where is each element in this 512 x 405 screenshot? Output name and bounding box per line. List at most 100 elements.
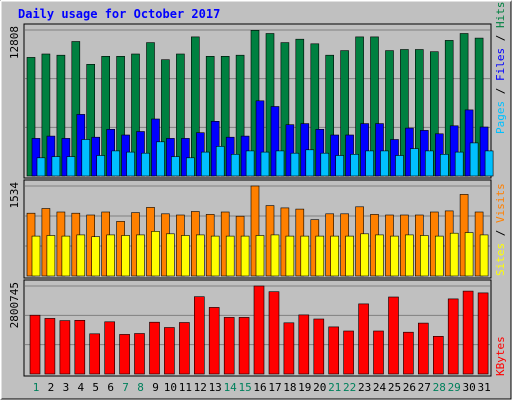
bar-pages-day-12: [201, 151, 210, 177]
bar-hits-day-22: [340, 50, 349, 177]
x-tick-label: 20: [313, 381, 326, 394]
bar-hits-day-23: [355, 36, 364, 177]
bar-hits-day-24: [370, 36, 379, 177]
bar-hits-day-18: [280, 42, 290, 177]
legend-separator: /: [494, 28, 507, 48]
bar-kbytes-day-6: [104, 321, 115, 375]
x-tick-label: 22: [343, 381, 356, 394]
bar-files-day-23: [360, 123, 369, 177]
x-tick-label: 30: [462, 381, 475, 394]
bar-kbytes-day-8: [134, 333, 145, 375]
x-tick-label: 10: [164, 381, 177, 394]
bar-pages-day-17: [275, 150, 285, 177]
chart-title: Daily usage for October 2017: [18, 7, 220, 21]
bar-sites-day-2: [46, 235, 56, 277]
bar-kbytes-day-17: [268, 291, 280, 375]
bar-hits-day-27: [414, 49, 424, 177]
bar-hits-day-13: [205, 55, 215, 177]
bar-files-day-17: [270, 106, 280, 177]
bar-pages-day-28: [439, 154, 449, 177]
x-tick-label: 15: [238, 381, 251, 394]
bar-hits-day-2: [41, 53, 51, 177]
bar-pages-day-16: [260, 151, 270, 177]
legend-visits: Visits: [494, 183, 507, 223]
bar-files-day-1: [31, 138, 41, 177]
bar-sites-day-21: [330, 235, 340, 277]
bar-sites-day-7: [121, 235, 130, 277]
bar-sites-day-14: [225, 235, 235, 277]
x-tick-label: 6: [107, 381, 114, 394]
bar-pages-day-29: [454, 151, 464, 177]
x-tick-label: 4: [77, 381, 84, 394]
bar-sites-day-28: [434, 235, 444, 277]
x-tick-label: 9: [152, 381, 159, 394]
bar-hits-day-9: [146, 42, 155, 177]
x-tick-label: 17: [268, 381, 281, 394]
bar-kbytes-day-12: [194, 296, 205, 375]
bar-hits-day-14: [220, 55, 230, 177]
bar-pages-day-1: [36, 157, 46, 177]
bar-hits-day-17: [265, 33, 275, 177]
bar-pages-day-22: [350, 154, 359, 177]
bar-hits-day-28: [429, 51, 439, 177]
bar-sites-day-29: [449, 232, 459, 277]
bar-sites-day-10: [166, 233, 175, 277]
bar-sites-day-30: [464, 232, 474, 277]
bar-pages-day-5: [96, 155, 105, 177]
bar-sites-day-27: [419, 235, 429, 277]
bar-pages-day-4: [81, 139, 91, 177]
x-tick-label: 7: [122, 381, 129, 394]
legend-visits_sites: Sites / Visits: [494, 183, 507, 276]
x-tick-label: 27: [418, 381, 431, 394]
bar-hits-day-11: [176, 53, 185, 177]
bar-pages-day-23: [365, 150, 374, 177]
bar-sites-day-19: [300, 235, 310, 277]
bar-kbytes-day-23: [358, 303, 369, 375]
bar-sites-day-25: [390, 235, 399, 277]
bar-sites-day-1: [31, 235, 41, 277]
bar-kbytes-day-5: [89, 333, 100, 375]
bar-kbytes-day-28: [432, 335, 444, 375]
bar-pages-day-15: [245, 150, 255, 177]
bar-files-day-16: [255, 100, 265, 177]
bar-kbytes-day-21: [328, 326, 340, 375]
bar-sites-day-16: [255, 235, 265, 277]
bar-hits-day-6: [101, 55, 110, 177]
legend-separator: /: [494, 223, 507, 243]
legend-sites: Sites: [494, 243, 507, 276]
x-tick-label: 1: [33, 381, 40, 394]
y-max-label: 12808: [8, 26, 21, 59]
x-tick-label: 12: [194, 381, 207, 394]
x-tick-label: 18: [283, 381, 296, 394]
bar-kbytes-day-29: [447, 298, 459, 375]
bar-hits-day-26: [400, 49, 409, 177]
x-tick-label: 21: [328, 381, 341, 394]
x-tick-label: 31: [477, 381, 490, 394]
legend-hits: Hits: [494, 2, 507, 29]
x-tick-label: 16: [253, 381, 266, 394]
bar-sites-day-15: [240, 235, 250, 277]
bar-hits-day-21: [325, 54, 335, 177]
bar-kbytes-day-20: [313, 318, 325, 375]
bar-pages-day-24: [380, 150, 389, 177]
bar-sites-day-12: [196, 234, 205, 277]
y-max-label: 2800745: [8, 282, 21, 328]
bar-hits-day-29: [444, 40, 454, 177]
bar-sites-day-31: [479, 234, 489, 277]
bar-kbytes-day-25: [388, 296, 399, 375]
bar-pages-day-30: [469, 142, 479, 177]
bar-sites-day-26: [405, 234, 414, 277]
bar-hits-day-25: [385, 50, 394, 177]
legend-files: Files: [494, 48, 507, 81]
bar-hits-day-20: [310, 43, 320, 177]
bar-hits-day-15: [235, 54, 245, 177]
bar-kbytes-day-31: [477, 292, 489, 375]
bar-pages-day-13: [215, 146, 225, 177]
bar-kbytes-day-9: [149, 321, 160, 375]
legend-kbytes: KBytes: [494, 336, 507, 376]
bar-pages-day-19: [305, 149, 315, 177]
bar-sites-day-22: [345, 235, 354, 277]
bar-pages-day-6: [111, 150, 120, 177]
bar-pages-day-9: [156, 141, 165, 177]
